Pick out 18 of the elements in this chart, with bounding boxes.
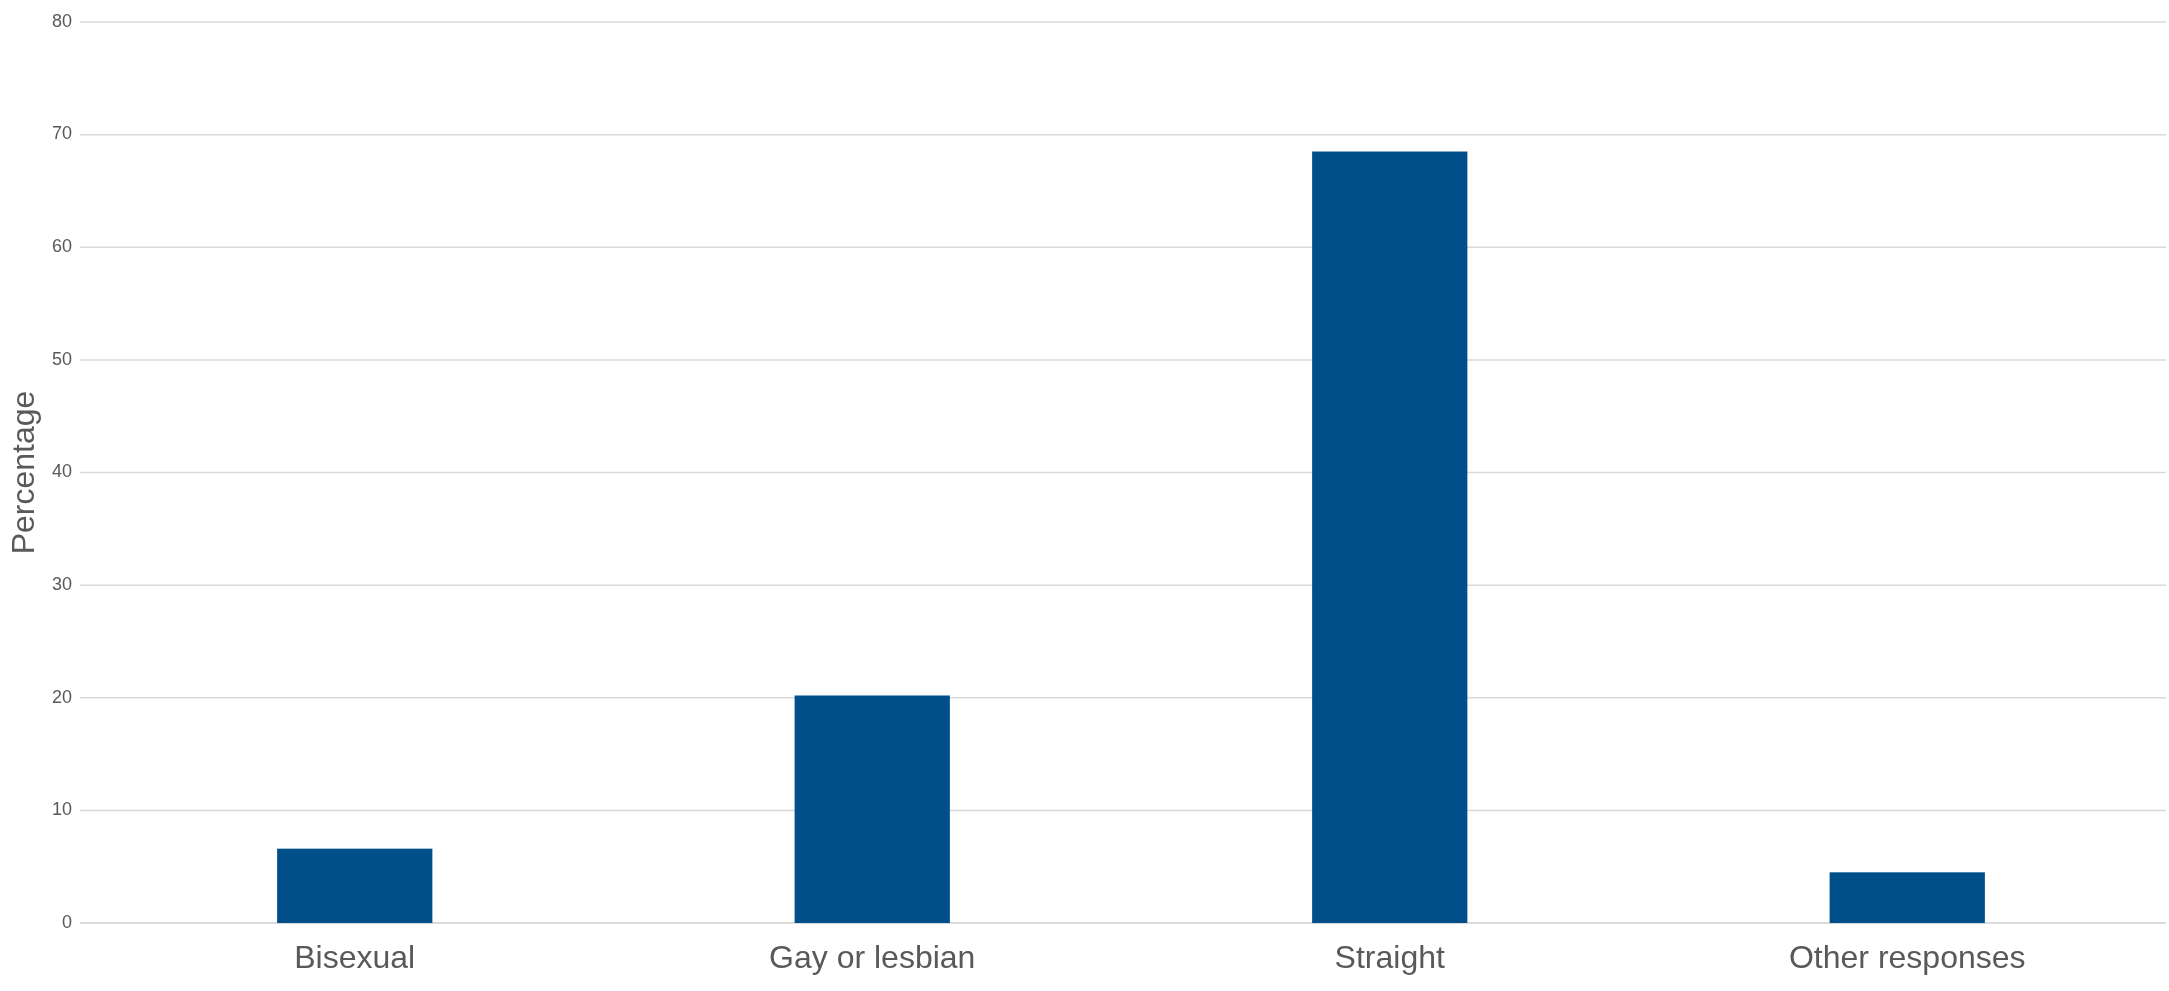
bar: [1312, 151, 1468, 923]
x-tick-label: Bisexual: [294, 939, 416, 975]
y-tick-label: 60: [51, 236, 72, 256]
x-tick-label: Gay or lesbian: [769, 939, 976, 975]
y-tick-label: 50: [51, 348, 72, 369]
y-tick-label: 30: [51, 573, 72, 594]
y-tick-label: 10: [51, 799, 72, 820]
bar: [277, 848, 433, 923]
bar: [794, 695, 950, 923]
y-axis-title: Percentage: [5, 390, 41, 555]
y-tick-label: 80: [51, 10, 72, 31]
x-tick-label: Other responses: [1788, 939, 2026, 975]
y-tick-label: 20: [51, 686, 72, 707]
y-tick-label: 0: [61, 911, 72, 932]
bar: [1829, 872, 1985, 923]
y-tick-label: 40: [51, 461, 72, 482]
x-tick-label: Straight: [1334, 939, 1445, 975]
y-tick-label: 70: [51, 123, 72, 144]
